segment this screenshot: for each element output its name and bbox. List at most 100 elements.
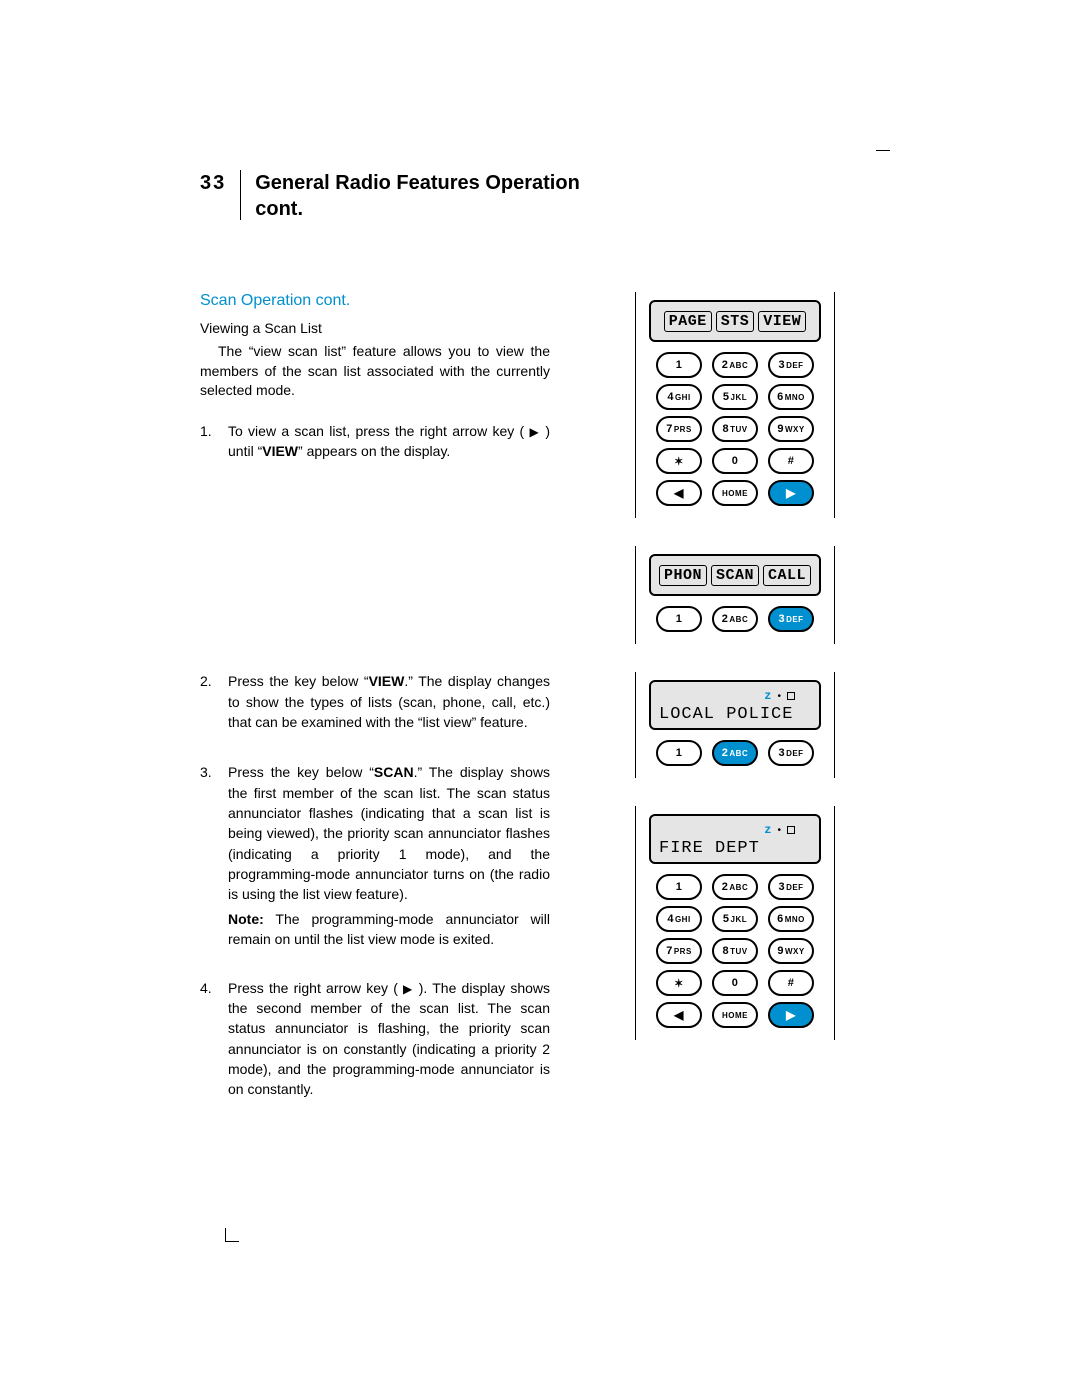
key-7prs[interactable]: 7PRS (656, 416, 702, 442)
step4-pre: Press the right arrow key ( (228, 980, 403, 996)
programming-annunciator-icon (787, 826, 795, 834)
lcd-display: PHON SCAN CALL (649, 554, 821, 596)
key-1[interactable]: 1 (656, 740, 702, 766)
radio-panel-4: z • FIRE DEPT 1 2ABC 3DEF 4GHI 5JKL (635, 806, 835, 1040)
key-1[interactable]: 1 (656, 874, 702, 900)
step-number: 3. (200, 762, 228, 904)
keypad: 1 2ABC 3DEF 4GHI 5JKL 6MNO 7PRS 8TUV 9WX… (656, 874, 814, 1028)
key-hash[interactable]: # (768, 448, 814, 474)
key-8tuv[interactable]: 8TUV (712, 416, 758, 442)
step-1: 1. To view a scan list, press the right … (200, 421, 550, 462)
step3-post: .” The display shows the first member of… (228, 764, 550, 902)
keypad: 1 2ABC 3DEF 4GHI 5JKL 6MNO 7PRS 8TUV 9WX… (656, 352, 814, 506)
softkey-label: SCAN (711, 565, 759, 586)
key-right-arrow[interactable]: ▶ (768, 480, 814, 506)
scan-annunciator-icon: z (764, 823, 771, 837)
key-5jkl[interactable]: 5JKL (712, 906, 758, 932)
key-6mno[interactable]: 6MNO (768, 384, 814, 410)
keypad: 1 2ABC 3DEF (656, 740, 814, 766)
lcd-display: z • FIRE DEPT (649, 814, 821, 864)
subheading: Viewing a Scan List (200, 320, 550, 336)
step-3-note: Note: The programming-mode annunciator w… (200, 910, 550, 949)
key-3def[interactable]: 3DEF (768, 874, 814, 900)
section-title: Scan Operation cont. (200, 292, 550, 310)
programming-annunciator-icon (787, 692, 795, 700)
priority-annunciator-icon: • (777, 691, 781, 702)
key-2abc[interactable]: 2ABC (712, 606, 758, 632)
step-number: 1. (200, 421, 228, 462)
page-number: 33 (200, 170, 241, 220)
figure-column: PAGE STS VIEW 1 2ABC 3DEF 4GHI 5JKL 6MNO (580, 292, 890, 1126)
lcd-display: PAGE STS VIEW (649, 300, 821, 342)
key-9wxy[interactable]: 9WXY (768, 938, 814, 964)
right-arrow-glyph: ▶ (529, 425, 540, 439)
annunciator-row: z • (764, 689, 813, 703)
softkey-label: STS (716, 311, 755, 332)
key-1[interactable]: 1 (656, 352, 702, 378)
key-left-arrow[interactable]: ◀ (656, 480, 702, 506)
key-home[interactable]: HOME (712, 480, 758, 506)
lcd-text: FIRE DEPT (657, 839, 760, 858)
key-2abc[interactable]: 2ABC (712, 352, 758, 378)
step1-pre: To view a scan list, press the right arr… (228, 423, 529, 439)
step-text: Press the right arrow key ( ▶ ). The dis… (228, 978, 550, 1100)
keypad: 1 2ABC 3DEF (656, 606, 814, 632)
key-2abc[interactable]: 2ABC (712, 740, 758, 766)
key-0[interactable]: 0 (712, 448, 758, 474)
key-3def[interactable]: 3DEF (768, 606, 814, 632)
key-1[interactable]: 1 (656, 606, 702, 632)
intro-paragraph: The “view scan list” feature allows you … (200, 342, 550, 401)
step1-post2: ” appears on the display. (298, 443, 450, 459)
key-hash[interactable]: # (768, 970, 814, 996)
radio-panel-3: z • LOCAL POLICE 1 2ABC 3DEF (635, 672, 835, 778)
right-arrow-glyph: ▶ (403, 982, 414, 996)
key-star[interactable]: ✶ (656, 970, 702, 996)
key-8tuv[interactable]: 8TUV (712, 938, 758, 964)
step-4: 4. Press the right arrow key ( ▶ ). The … (200, 978, 550, 1100)
key-3def[interactable]: 3DEF (768, 352, 814, 378)
scan-annunciator-icon: z (764, 689, 771, 703)
step2-bold: VIEW (369, 673, 405, 689)
note-text: The programming-mode annunciator will re… (228, 911, 550, 947)
step1-bold: VIEW (262, 443, 298, 459)
lcd-display: z • LOCAL POLICE (649, 680, 821, 730)
key-4ghi[interactable]: 4GHI (656, 906, 702, 932)
softkey-label: VIEW (758, 311, 806, 332)
step2-pre: Press the key below “ (228, 673, 369, 689)
key-6mno[interactable]: 6MNO (768, 906, 814, 932)
step-text: To view a scan list, press the right arr… (228, 421, 550, 462)
step-3: 3. Press the key below “SCAN.” The displ… (200, 762, 550, 904)
step3-pre: Press the key below “ (228, 764, 374, 780)
key-5jkl[interactable]: 5JKL (712, 384, 758, 410)
step-2: 2. Press the key below “VIEW.” The displ… (200, 671, 550, 732)
softkey-label: PAGE (664, 311, 712, 332)
key-3def[interactable]: 3DEF (768, 740, 814, 766)
step-text: Press the key below “SCAN.” The display … (228, 762, 550, 904)
title-line2: cont. (255, 198, 303, 220)
page-header: 33 General Radio Features Operation cont… (200, 170, 890, 222)
annunciator-row: z • (764, 823, 813, 837)
key-9wxy[interactable]: 9WXY (768, 416, 814, 442)
lcd-text: LOCAL POLICE (657, 705, 793, 724)
key-right-arrow[interactable]: ▶ (768, 1002, 814, 1028)
key-left-arrow[interactable]: ◀ (656, 1002, 702, 1028)
radio-panel-1: PAGE STS VIEW 1 2ABC 3DEF 4GHI 5JKL 6MNO (635, 292, 835, 518)
key-0[interactable]: 0 (712, 970, 758, 996)
softkey-label: PHON (659, 565, 707, 586)
step4-post: ). The display shows the second member o… (228, 980, 550, 1098)
key-2abc[interactable]: 2ABC (712, 874, 758, 900)
key-star[interactable]: ✶ (656, 448, 702, 474)
step-number: 4. (200, 978, 228, 1100)
radio-panel-2: PHON SCAN CALL 1 2ABC 3DEF (635, 546, 835, 644)
note-label: Note: (228, 911, 264, 927)
softkey-label: CALL (763, 565, 811, 586)
key-7prs[interactable]: 7PRS (656, 938, 702, 964)
priority-annunciator-icon: • (777, 825, 781, 836)
key-home[interactable]: HOME (712, 1002, 758, 1028)
key-4ghi[interactable]: 4GHI (656, 384, 702, 410)
text-column: Scan Operation cont. Viewing a Scan List… (200, 292, 550, 1126)
page-title: General Radio Features Operation cont. (241, 170, 580, 222)
step-number: 2. (200, 671, 228, 732)
step-text: Press the key below “VIEW.” The display … (228, 671, 550, 732)
step3-bold: SCAN (374, 764, 414, 780)
